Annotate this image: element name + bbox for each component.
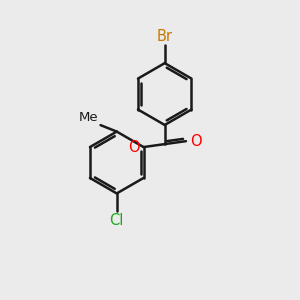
Text: Cl: Cl (110, 213, 124, 228)
Text: O: O (128, 140, 140, 154)
Text: Br: Br (157, 29, 173, 44)
Text: O: O (190, 134, 201, 149)
Text: Me: Me (79, 111, 98, 124)
